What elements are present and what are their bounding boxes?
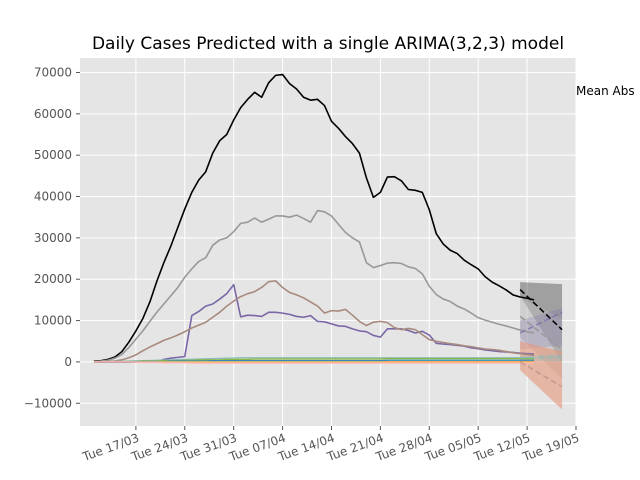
series-line bbox=[93, 209, 535, 363]
y-tick-label: −10000 bbox=[24, 396, 72, 410]
chart-title: Daily Cases Predicted with a single ARIM… bbox=[92, 34, 564, 54]
y-tick-label: 20000 bbox=[34, 272, 72, 286]
forecast-line bbox=[519, 361, 563, 388]
series-lines bbox=[93, 73, 535, 364]
y-tick-label: 50000 bbox=[34, 148, 72, 162]
y-tick-label: 70000 bbox=[34, 65, 72, 79]
forecast-line bbox=[519, 311, 563, 334]
y-tick-label: 60000 bbox=[34, 107, 72, 121]
y-tick-label: 30000 bbox=[34, 231, 72, 245]
forecast-line bbox=[519, 288, 563, 331]
y-axis: −10000 0 10000 20000 30000 40000 50000 60000 700… bbox=[24, 65, 80, 410]
series-line bbox=[93, 280, 535, 363]
forecast-band bbox=[520, 308, 563, 350]
plot-area bbox=[80, 58, 576, 426]
grid-lines bbox=[80, 58, 577, 426]
mean-abs-annotation: Mean Abs bbox=[576, 84, 635, 98]
series-line bbox=[93, 357, 535, 363]
y-tick-label: 10000 bbox=[34, 314, 72, 328]
series-line bbox=[93, 73, 535, 362]
y-tick-label: 40000 bbox=[34, 190, 72, 204]
forecast-lines bbox=[519, 288, 563, 388]
y-tick-label: 0 bbox=[64, 355, 72, 369]
series-line bbox=[93, 361, 535, 364]
